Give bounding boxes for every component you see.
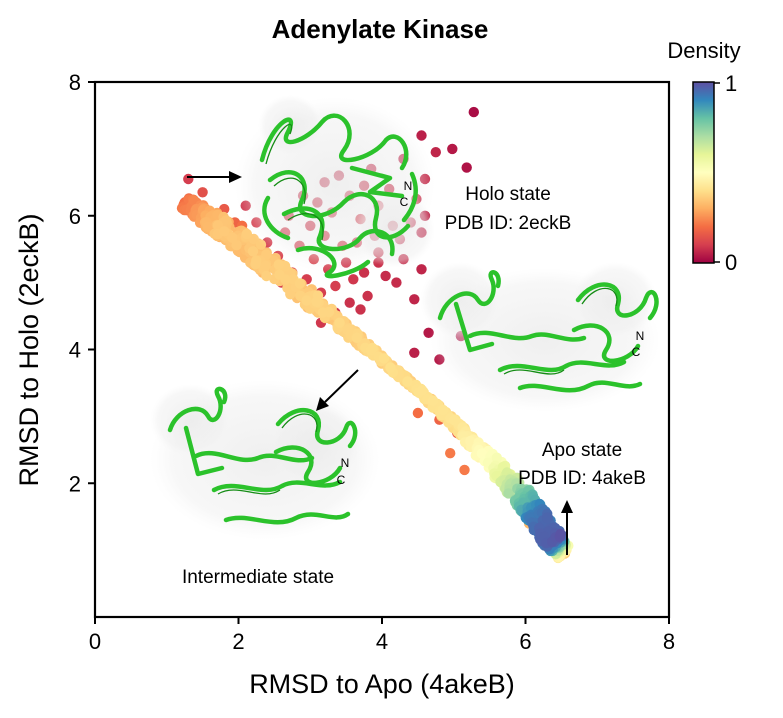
x-tick-label: 8	[663, 629, 675, 654]
intermediate-n-label: N	[341, 456, 350, 470]
scatter-point	[274, 269, 285, 280]
y-axis-label: RMSD to Holo (2eckB)	[14, 213, 44, 486]
scatter-point	[412, 407, 424, 419]
intermediate-state-label: Intermediate state	[182, 567, 334, 588]
holo-n-label: N	[404, 179, 413, 193]
scatter-point	[294, 278, 306, 289]
x-tick-label: 4	[376, 629, 388, 654]
scatter-point	[362, 290, 373, 302]
scatter-point	[355, 304, 366, 315]
scatter-point	[461, 162, 472, 173]
scatter-point	[247, 246, 259, 257]
scatter-point	[273, 259, 284, 270]
scatter-point	[344, 297, 355, 308]
scatter-point	[260, 260, 271, 271]
scatter-point	[391, 277, 402, 288]
scatter-point	[468, 106, 479, 118]
scatter-point	[402, 376, 413, 387]
scatter-point	[301, 295, 312, 306]
axis-ticks: 0 2 4 6 8 2 4 6 8	[69, 70, 675, 654]
scatter-point	[447, 143, 458, 155]
scatter-point	[250, 259, 261, 270]
apo-n-label: N	[636, 329, 645, 343]
scatter-point	[226, 232, 238, 243]
scatter-point	[385, 362, 396, 373]
scatter-point	[445, 448, 456, 459]
arrow-to-apo	[561, 500, 573, 555]
scatter-point	[409, 294, 420, 305]
scatter-point	[491, 452, 502, 463]
scatter-point	[427, 395, 439, 406]
scatter-point	[417, 385, 428, 396]
scatter-point	[330, 280, 341, 292]
scatter-point	[437, 404, 449, 416]
intermediate-protein-image	[150, 380, 380, 540]
holo-c-label: C	[400, 195, 409, 209]
scatter-point	[334, 317, 345, 328]
scatter-point	[542, 513, 553, 524]
scatter-point	[459, 464, 470, 476]
scatter-point	[183, 173, 194, 185]
scatter-point	[285, 289, 296, 300]
scatter-point	[465, 435, 476, 447]
scatter-point	[358, 267, 370, 278]
arrow-to-holo	[187, 171, 242, 183]
scatter-point	[503, 488, 514, 499]
apo-c-label: C	[632, 345, 641, 359]
scatter-point	[351, 332, 362, 343]
holo-protein-image	[235, 95, 435, 279]
scatter-point	[231, 240, 242, 251]
chart-title: Adenylate Kinase	[272, 14, 489, 44]
scatter-point	[311, 296, 322, 307]
x-axis-label: RMSD to Apo (4akeB)	[249, 669, 515, 699]
scatter-point	[555, 528, 566, 540]
apo-protein-image	[420, 262, 660, 412]
colorbar-max-label: 1	[725, 71, 737, 96]
scatter-point	[202, 221, 213, 232]
x-tick-label: 0	[89, 629, 101, 654]
x-tick-label: 6	[519, 629, 531, 654]
scatter-point	[409, 347, 420, 358]
x-tick-label: 2	[232, 629, 244, 654]
scatter-point	[261, 270, 272, 282]
scatter-point	[378, 353, 390, 364]
colorbar-min-label: 0	[725, 250, 737, 275]
scatter-point	[380, 270, 391, 282]
y-tick-label: 6	[69, 204, 81, 229]
holo-pdb-label: PDB ID: 2eckB	[445, 213, 572, 234]
arrow-to-intermediate	[316, 369, 359, 411]
scatter-point	[317, 307, 329, 318]
scatter-point	[416, 264, 427, 275]
scatter-point	[430, 147, 441, 158]
y-tick-label: 8	[69, 70, 81, 95]
scatter-point	[219, 226, 230, 237]
scatter-point	[197, 187, 208, 198]
apo-pdb-label: PDB ID: 4akeB	[518, 468, 646, 489]
y-tick-label: 2	[69, 471, 81, 496]
intermediate-c-label: C	[337, 473, 346, 487]
colorbar	[692, 81, 715, 264]
apo-state-label: Apo state	[542, 440, 622, 461]
scatter-point	[241, 228, 252, 240]
scatter-point	[367, 342, 378, 354]
y-tick-label: 4	[69, 338, 81, 363]
scatter-point	[348, 274, 359, 285]
colorbar-label: Density	[667, 38, 740, 63]
holo-state-label: Holo state	[465, 184, 551, 205]
scatter-points	[176, 106, 574, 564]
